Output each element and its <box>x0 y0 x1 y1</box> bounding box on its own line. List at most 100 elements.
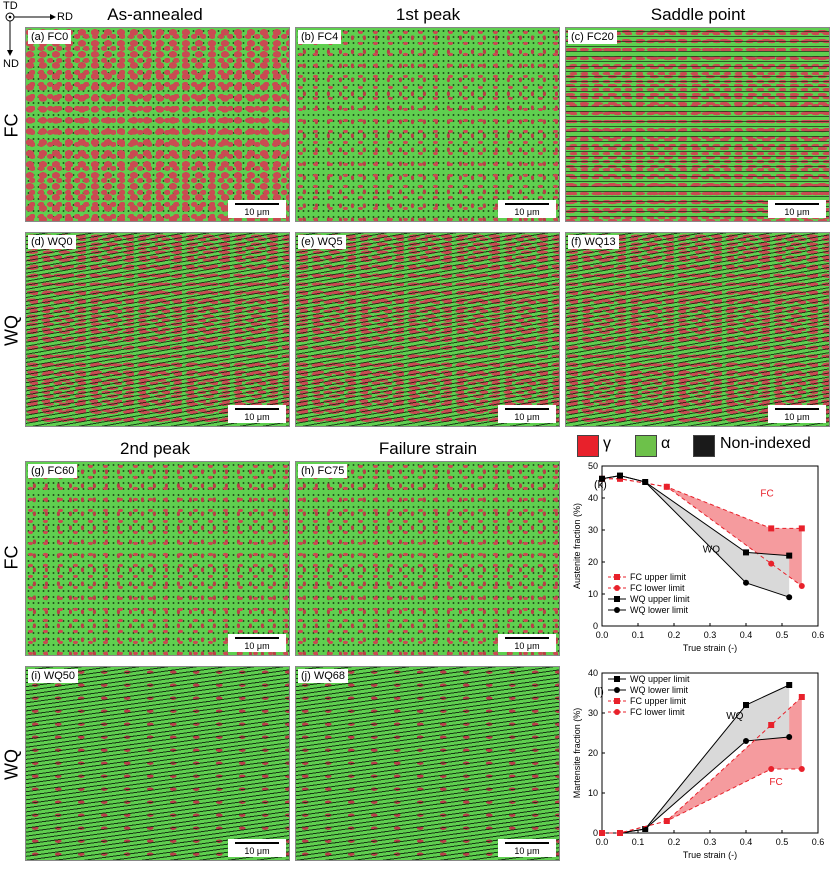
legend-entry: FC upper limit <box>630 572 687 582</box>
x-tick-label: 0.5 <box>776 630 789 640</box>
column-title-as-annealed: As-annealed <box>107 5 203 24</box>
column-title-1st-peak: 1st peak <box>395 5 461 24</box>
austenite-fraction-chart: (k) 0.0 0.1 0.2 0.3 0.4 0.5 0.6 0 10 20 30 40 50 True … <box>572 461 824 653</box>
x-tick-label: 0.4 <box>740 630 753 640</box>
panel-label: (g) FC60 <box>28 464 78 478</box>
chart-annotation: WQ <box>726 711 743 722</box>
x-tick-label: 0.3 <box>704 630 717 640</box>
x-tick-label: 0.1 <box>632 837 645 847</box>
scale-bar: 10 μm <box>498 200 556 218</box>
row-label-fc: FC <box>1 113 22 138</box>
row-label-fc: FC <box>1 545 22 570</box>
nd-label: ND <box>3 58 19 70</box>
ebsd-map-wq5: (e) WQ5 10 μm <box>295 232 560 427</box>
legend-marker-circle <box>614 607 620 613</box>
chart-annotation: FC <box>760 488 773 499</box>
x-tick-label: 0.0 <box>596 630 609 640</box>
row-label-wq: WQ <box>1 315 22 346</box>
scale-bar: 10 μm <box>768 405 826 423</box>
ebsd-map-fc4: (b) FC4 10 μm <box>295 27 560 222</box>
wq-band-fill <box>602 685 790 833</box>
orientation-triad <box>5 12 56 56</box>
panel-label: (c) FC20 <box>568 30 617 44</box>
ebsd-map-wq13: (f) WQ13 10 μm <box>565 232 830 427</box>
panel-label: (b) FC4 <box>298 30 342 44</box>
y-tick-label: 20 <box>588 748 598 758</box>
legend-entry: WQ upper limit <box>630 674 690 684</box>
panel-label: (d) WQ0 <box>28 235 76 249</box>
data-point-circle <box>743 738 749 744</box>
panel-label: (h) FC75 <box>298 464 348 478</box>
chart-annotation: WQ <box>703 544 720 555</box>
legend-entry: FC lower limit <box>630 583 685 593</box>
data-point-circle <box>599 475 605 482</box>
fc-band-fill <box>602 697 802 833</box>
column-title-saddle-point: Saddle point <box>650 5 746 24</box>
scale-bar: 10 μm <box>228 405 286 423</box>
legend-marker-circle <box>614 709 620 715</box>
panel-label: (f) WQ13 <box>568 235 619 249</box>
chart-panel-label: (k) <box>594 479 607 491</box>
ebsd-map-fc60: (g) FC60 10 μm <box>25 461 290 656</box>
chart-annotation: FC <box>769 777 782 788</box>
x-tick-label: 0.0 <box>596 837 609 847</box>
column-title-failure-strain: Failure strain <box>378 439 478 458</box>
row-label-wq: WQ <box>1 749 22 780</box>
legend-entry: FC upper limit <box>630 696 687 706</box>
data-point-square <box>743 702 749 708</box>
x-tick-label: 0.2 <box>668 837 681 847</box>
y-tick-label: 30 <box>588 525 598 535</box>
y-tick-label: 10 <box>588 589 598 599</box>
legend-marker-circle <box>614 585 620 591</box>
data-point-circle <box>617 472 623 479</box>
legend-marker-square <box>614 698 620 704</box>
legend-entry: FC lower limit <box>630 707 685 717</box>
ebsd-map-wq0: (d) WQ0 10 μm <box>25 232 290 427</box>
y-tick-label: 0 <box>593 828 598 838</box>
ebsd-map-fc20: (c) FC20 10 μm <box>565 27 830 222</box>
panel-label: (i) WQ50 <box>28 669 78 683</box>
legend-marker-square <box>614 574 620 580</box>
chart-panel-label: (l) <box>594 686 604 698</box>
x-tick-label: 0.3 <box>704 837 717 847</box>
x-tick-label: 0.5 <box>776 837 789 847</box>
column-title-2nd-peak: 2nd peak <box>120 439 190 458</box>
data-point-circle <box>798 583 805 589</box>
y-tick-label: 50 <box>588 461 598 471</box>
legend-ferrite-swatch <box>635 435 657 457</box>
x-tick-label: 0.2 <box>668 630 681 640</box>
legend-austenite-swatch <box>577 435 599 457</box>
legend-entry: WQ lower limit <box>630 605 688 615</box>
ebsd-map-wq50: (i) WQ50 10 μm <box>25 666 290 861</box>
scale-bar: 10 μm <box>228 634 286 652</box>
legend-marker-circle <box>614 687 620 693</box>
ebsd-map-wq68: (j) WQ68 10 μm <box>295 666 560 861</box>
y-axis-label: Martensite fraction (%) <box>572 708 582 799</box>
y-tick-label: 30 <box>588 708 598 718</box>
data-point-square <box>743 549 749 556</box>
wq-band-fill <box>602 475 790 598</box>
fc-band-fill <box>602 478 802 586</box>
data-point-square <box>798 694 805 700</box>
data-point-circle <box>617 830 623 836</box>
data-point-square <box>786 682 793 688</box>
data-point-circle <box>599 830 605 836</box>
data-point-circle <box>663 818 670 824</box>
data-point-circle <box>768 766 775 772</box>
data-point-circle <box>786 734 793 740</box>
data-point-square <box>768 722 775 728</box>
legend-marker-square <box>614 676 620 682</box>
y-tick-label: 40 <box>588 493 598 503</box>
data-point-circle <box>663 483 670 490</box>
td-label: TD <box>3 0 18 12</box>
y-tick-label: 10 <box>588 788 598 798</box>
legend-marker-square <box>614 596 620 602</box>
data-point-square <box>786 552 793 559</box>
rd-label: RD <box>57 11 73 23</box>
data-point-square <box>798 525 805 532</box>
x-tick-label: 0.6 <box>812 837 825 847</box>
panel-label: (j) WQ68 <box>298 669 348 683</box>
legend-entry: WQ lower limit <box>630 685 688 695</box>
y-tick-label: 20 <box>588 557 598 567</box>
x-axis-label: True strain (-) <box>683 850 737 860</box>
